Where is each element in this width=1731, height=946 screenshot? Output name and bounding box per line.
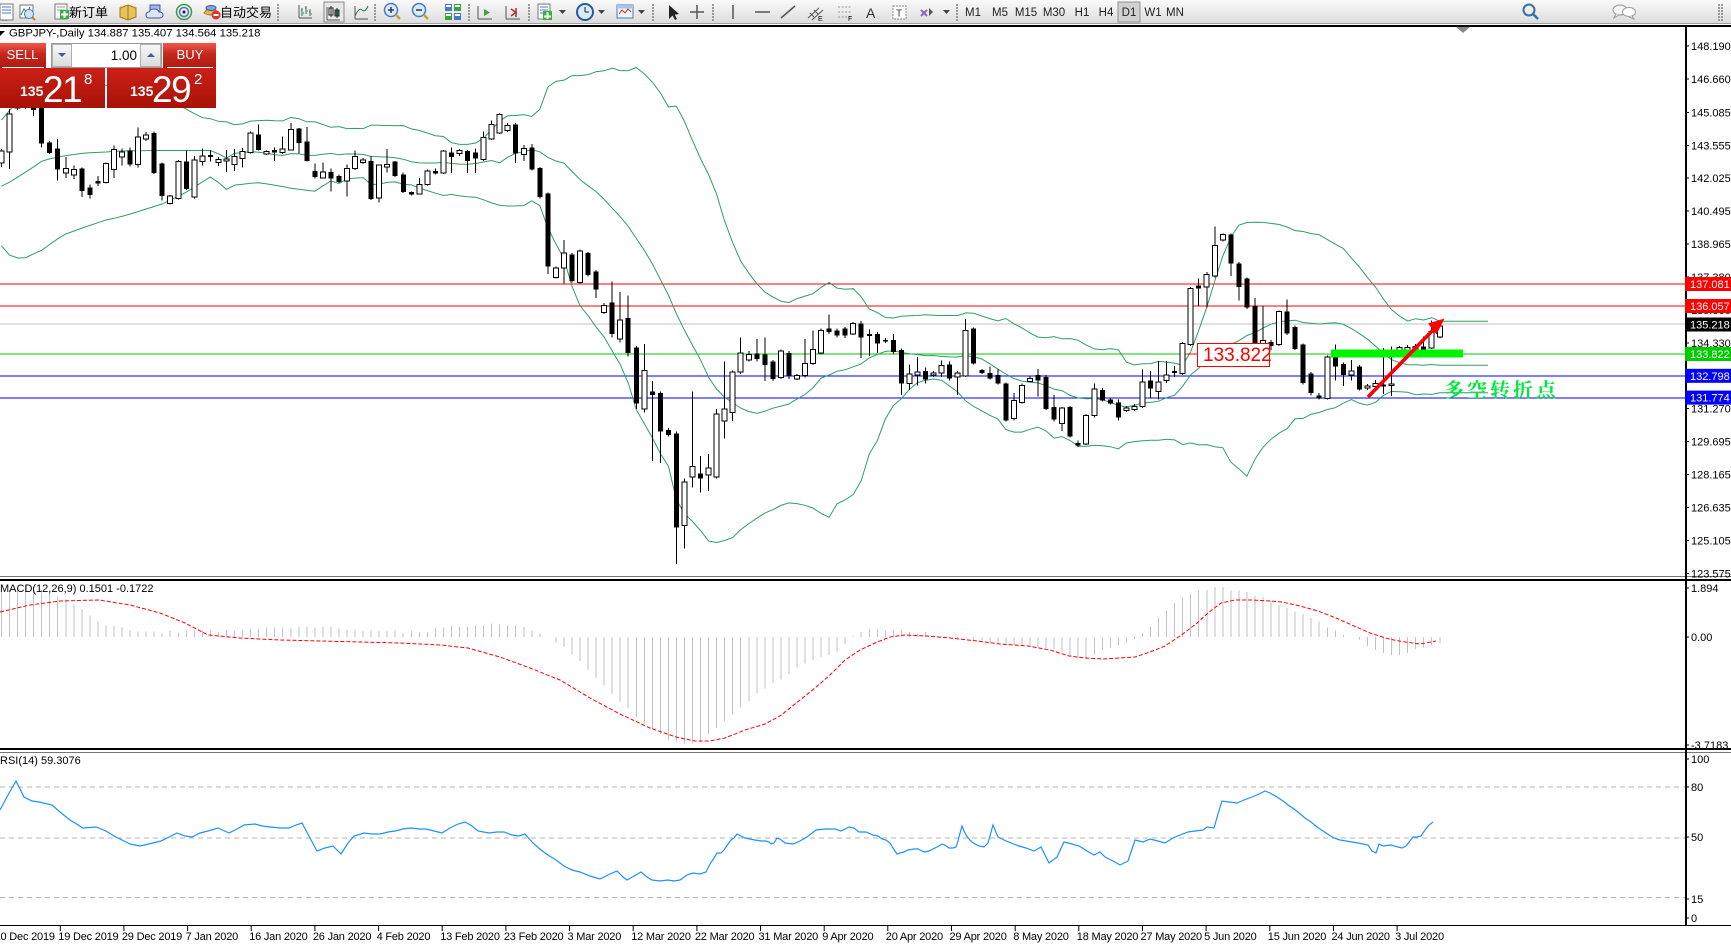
- svg-text:50: 50: [1691, 832, 1703, 844]
- svg-text:125.105: 125.105: [1691, 536, 1731, 548]
- svg-text:T: T: [896, 9, 902, 20]
- svg-text:142.025: 142.025: [1691, 173, 1731, 185]
- svg-text:100: 100: [1691, 754, 1709, 766]
- svg-text:20 Apr 2020: 20 Apr 2020: [886, 931, 943, 943]
- svg-text:9 Apr 2020: 9 Apr 2020: [822, 931, 873, 943]
- svg-text:19 Dec 2019: 19 Dec 2019: [58, 931, 118, 943]
- svg-text:12 Mar 2020: 12 Mar 2020: [631, 931, 691, 943]
- svg-text:RSI(14) 59.3076: RSI(14) 59.3076: [0, 755, 81, 767]
- svg-text:E: E: [818, 16, 823, 23]
- svg-text:26 Jan 2020: 26 Jan 2020: [313, 931, 371, 943]
- svg-text:13 Feb 2020: 13 Feb 2020: [440, 931, 500, 943]
- svg-text:MN: MN: [1166, 7, 1184, 19]
- svg-text:129.695: 129.695: [1691, 437, 1731, 449]
- svg-text:29 Dec 2019: 29 Dec 2019: [122, 931, 182, 943]
- svg-text:H1: H1: [1075, 7, 1090, 19]
- svg-text:M15: M15: [1015, 7, 1037, 19]
- svg-text:7 Jan 2020: 7 Jan 2020: [186, 931, 239, 943]
- svg-text:W1: W1: [1144, 7, 1161, 19]
- svg-text:145.085: 145.085: [1691, 108, 1731, 120]
- svg-text:15 Jun 2020: 15 Jun 2020: [1268, 931, 1326, 943]
- svg-text:MACD(12,26,9) 0.1501 -0.1722: MACD(12,26,9) 0.1501 -0.1722: [0, 583, 153, 595]
- svg-text:16 Jan 2020: 16 Jan 2020: [249, 931, 307, 943]
- svg-text:22 Mar 2020: 22 Mar 2020: [695, 931, 755, 943]
- svg-text:10 Dec 2019: 10 Dec 2019: [0, 931, 55, 943]
- svg-text:126.635: 126.635: [1691, 503, 1731, 515]
- svg-text:23 Feb 2020: 23 Feb 2020: [504, 931, 564, 943]
- svg-text:29 Apr 2020: 29 Apr 2020: [950, 931, 1007, 943]
- svg-text:131.270: 131.270: [1691, 404, 1731, 416]
- svg-text:136.057: 136.057: [1690, 301, 1730, 313]
- svg-text:4 Feb 2020: 4 Feb 2020: [377, 931, 431, 943]
- svg-text:27 May 2020: 27 May 2020: [1141, 931, 1202, 943]
- svg-text:15: 15: [1691, 894, 1703, 906]
- svg-text:0: 0: [1691, 913, 1697, 925]
- svg-text:135.218: 135.218: [1690, 320, 1730, 332]
- svg-text:1.894: 1.894: [1691, 583, 1719, 595]
- svg-text:M5: M5: [992, 7, 1008, 19]
- svg-text:F: F: [848, 16, 852, 23]
- svg-text:5 Jun 2020: 5 Jun 2020: [1204, 931, 1257, 943]
- svg-text:146.660: 146.660: [1691, 74, 1731, 86]
- svg-text:123.575: 123.575: [1691, 569, 1731, 581]
- svg-text:18 May 2020: 18 May 2020: [1077, 931, 1138, 943]
- svg-text:131.774: 131.774: [1690, 393, 1730, 405]
- svg-text:M30: M30: [1043, 7, 1065, 19]
- svg-text:31 Mar 2020: 31 Mar 2020: [759, 931, 819, 943]
- svg-text:D1: D1: [1122, 7, 1137, 19]
- svg-text:3 Jul 2020: 3 Jul 2020: [1395, 931, 1444, 943]
- svg-text:0.00: 0.00: [1691, 632, 1712, 644]
- svg-text:GBPJPY-,Daily 134.887 135.407: GBPJPY-,Daily 134.887 135.407 134.564 13…: [9, 28, 260, 40]
- svg-text:3 Mar 2020: 3 Mar 2020: [568, 931, 622, 943]
- svg-text:133.822: 133.822: [1203, 345, 1272, 366]
- svg-text:138.965: 138.965: [1691, 239, 1731, 251]
- svg-text:24 Jun 2020: 24 Jun 2020: [1332, 931, 1390, 943]
- svg-text:80: 80: [1691, 782, 1703, 794]
- svg-text:143.555: 143.555: [1691, 141, 1731, 153]
- svg-text:132.798: 132.798: [1690, 371, 1730, 383]
- svg-text:137.081: 137.081: [1690, 279, 1730, 291]
- svg-text:128.165: 128.165: [1691, 470, 1731, 482]
- svg-text:133.822: 133.822: [1690, 349, 1730, 361]
- svg-text:A: A: [866, 5, 876, 21]
- svg-text:148.190: 148.190: [1691, 41, 1731, 53]
- svg-text:140.495: 140.495: [1691, 206, 1731, 218]
- svg-text:H4: H4: [1099, 7, 1114, 19]
- svg-text:M1: M1: [965, 7, 981, 19]
- svg-text:-3.7183: -3.7183: [1691, 740, 1728, 752]
- svg-text:8 May 2020: 8 May 2020: [1013, 931, 1069, 943]
